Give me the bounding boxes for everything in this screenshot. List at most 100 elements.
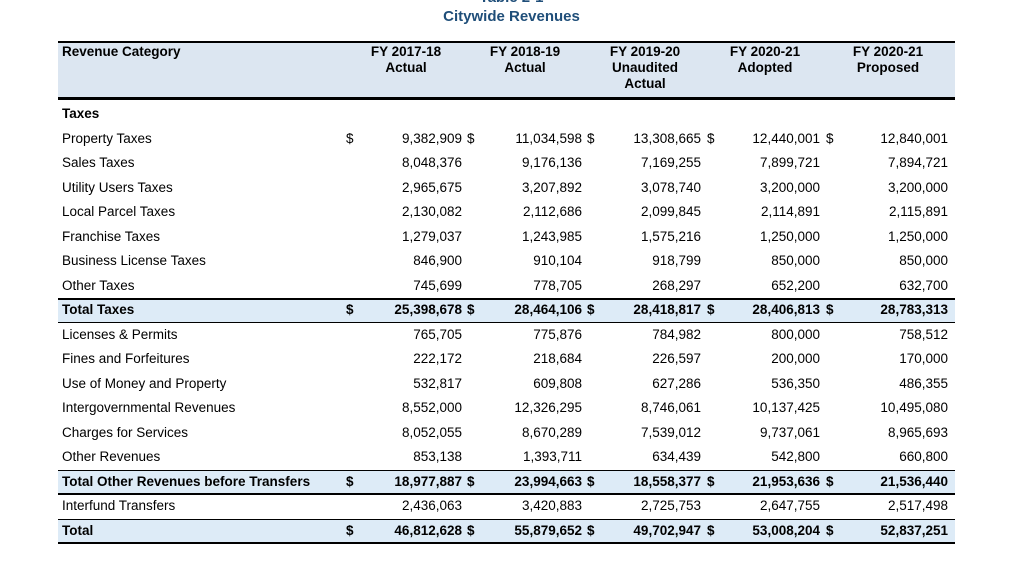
cell-value: 660,800 — [899, 449, 948, 464]
column-header: Revenue Category — [62, 44, 181, 59]
currency-sign: $ — [587, 522, 595, 538]
cell-value: 745,699 — [413, 277, 462, 293]
cell-value: 486,355 — [899, 375, 948, 391]
header-background — [58, 42, 955, 99]
cell-value: 18,977,887 — [394, 473, 462, 489]
total-row-background — [58, 519, 955, 542]
cell-value: 226,597 — [652, 351, 701, 366]
cell-value: 1,243,985 — [521, 228, 582, 244]
cell-value: 2,099,845 — [640, 204, 701, 219]
column-header: Actual — [385, 60, 427, 75]
cell-value: 627,286 — [652, 375, 701, 391]
column-header: FY 2017-18 — [370, 44, 442, 59]
cell-value: 1,279,037 — [401, 228, 462, 244]
cell-value: 1,250,000 — [759, 228, 820, 244]
cell-value: 652,200 — [771, 277, 820, 293]
currency-sign: $ — [587, 473, 595, 489]
cell-value: 268,297 — [652, 277, 701, 293]
cell-value: 28,783,313 — [880, 302, 948, 317]
cell-value: 3,078,740 — [640, 179, 701, 195]
cell-value: 9,176,136 — [521, 155, 582, 170]
row-label: Local Parcel Taxes — [62, 204, 176, 219]
column-header: FY 2020-21 — [729, 44, 801, 59]
column-header: FY 2020-21 — [852, 44, 924, 59]
cell-value: 12,440,001 — [752, 130, 820, 146]
cell-value: 1,393,711 — [522, 449, 582, 464]
cell-value: 778,705 — [533, 277, 582, 293]
cell-value: 765,705 — [413, 326, 462, 342]
row-label: Business License Taxes — [62, 253, 206, 268]
cell-value: 10,495,080 — [880, 400, 948, 415]
row-label: Interfund Transfers — [62, 498, 176, 513]
row-label: Franchise Taxes — [62, 228, 161, 244]
currency-sign: $ — [587, 302, 595, 317]
row-border — [58, 542, 955, 544]
cell-value: 12,840,001 — [880, 130, 948, 146]
currency-sign: $ — [467, 302, 475, 317]
row-label: Other Revenues — [62, 449, 161, 464]
cell-value: 532,817 — [413, 375, 462, 391]
currency-sign: $ — [707, 302, 715, 317]
cell-value: 8,746,061 — [640, 400, 701, 415]
currency-sign: $ — [346, 473, 354, 489]
cell-value: 8,965,693 — [887, 424, 948, 440]
cell-value: 2,725,753 — [640, 498, 701, 513]
currency-sign: $ — [346, 302, 354, 317]
cell-value: 536,350 — [771, 375, 820, 391]
column-header: FY 2018-19 — [489, 44, 561, 59]
currency-sign: $ — [826, 130, 834, 146]
cell-value: 784,982 — [652, 326, 701, 342]
row-border — [58, 518, 955, 520]
column-header: Actual — [624, 76, 666, 91]
cell-value: 21,536,440 — [880, 473, 948, 489]
cell-value: 775,876 — [533, 326, 582, 342]
cell-value: 2,130,082 — [401, 204, 462, 219]
cell-value: 18,558,377 — [633, 473, 701, 489]
row-border — [58, 493, 955, 495]
currency-sign: $ — [587, 130, 595, 146]
header-bottom-border — [58, 97, 955, 100]
cell-value: 634,439 — [652, 449, 701, 464]
currency-sign: $ — [707, 522, 715, 538]
cell-value: 2,114,891 — [760, 204, 820, 219]
cell-value: 2,112,686 — [522, 204, 582, 219]
cell-value: 3,200,000 — [887, 179, 948, 195]
cell-value: 2,965,675 — [401, 179, 462, 195]
cell-value: 853,138 — [413, 449, 462, 464]
cell-value: 10,137,425 — [752, 400, 820, 415]
cell-value: 2,115,891 — [888, 204, 948, 219]
cell-value: 52,837,251 — [880, 522, 948, 538]
cell-value: 7,899,721 — [759, 155, 820, 170]
cell-value: 1,575,216 — [640, 228, 701, 244]
currency-sign: $ — [346, 522, 354, 538]
cell-value: 222,172 — [413, 351, 462, 366]
currency-sign: $ — [826, 522, 834, 538]
cell-value: 2,517,498 — [887, 498, 948, 513]
cell-value: 13,308,665 — [633, 130, 701, 146]
cell-value: 11,034,598 — [515, 130, 582, 146]
row-border — [58, 469, 955, 471]
cell-value: 758,512 — [899, 326, 948, 342]
cell-value: 3,207,892 — [521, 179, 582, 195]
row-label: Total Taxes — [62, 302, 135, 317]
row-label: Utility Users Taxes — [62, 179, 173, 195]
currency-sign: $ — [467, 130, 475, 146]
total-row-background — [58, 299, 955, 322]
cell-value: 23,994,663 — [514, 473, 582, 489]
cell-value: 632,700 — [899, 277, 948, 293]
column-header: Adopted — [737, 60, 793, 75]
cell-value: 218,684 — [533, 351, 582, 366]
cell-value: 542,800 — [771, 449, 820, 464]
cell-value: 55,879,652 — [514, 522, 582, 538]
currency-sign: $ — [707, 473, 715, 489]
currency-sign: $ — [826, 473, 834, 489]
cell-value: 1,250,000 — [887, 228, 948, 244]
cell-value: 53,008,204 — [752, 522, 820, 538]
cell-value: 2,436,063 — [401, 498, 462, 513]
column-header: Unaudited — [612, 60, 678, 75]
cell-value: 46,812,628 — [394, 522, 462, 538]
cell-value: 200,000 — [771, 351, 820, 366]
cell-value: 7,539,012 — [640, 424, 701, 440]
cell-value: 3,200,000 — [759, 179, 820, 195]
cell-value: 21,953,636 — [752, 473, 820, 489]
